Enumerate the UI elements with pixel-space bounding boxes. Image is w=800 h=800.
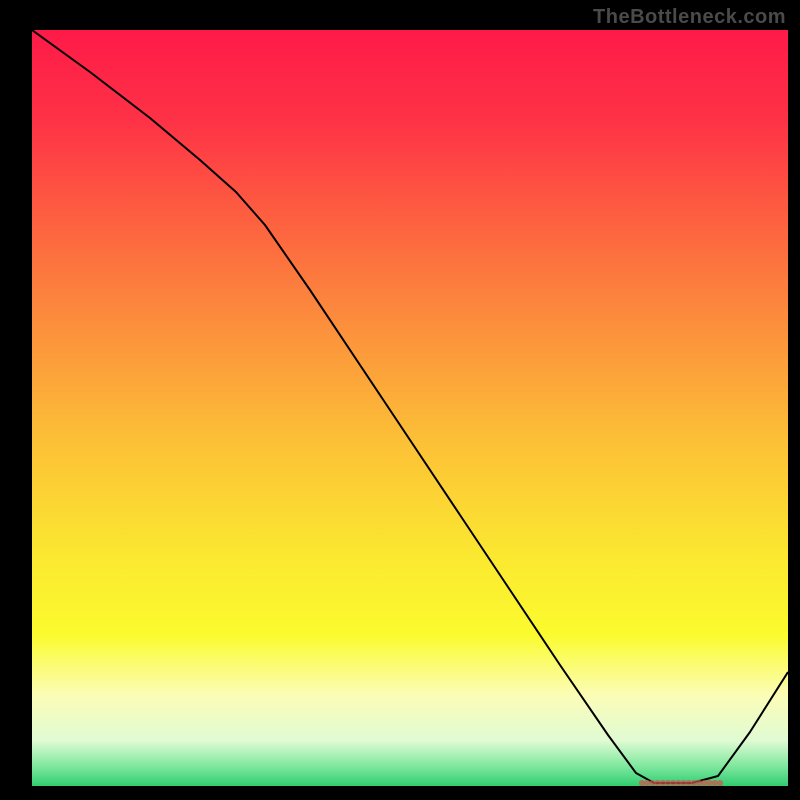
- plot-area: [32, 30, 788, 786]
- gradient-background: [32, 30, 788, 786]
- watermark-text: TheBottleneck.com: [593, 6, 786, 29]
- chart-container: TheBottleneck.com: [0, 0, 800, 800]
- plot-svg: [32, 30, 788, 786]
